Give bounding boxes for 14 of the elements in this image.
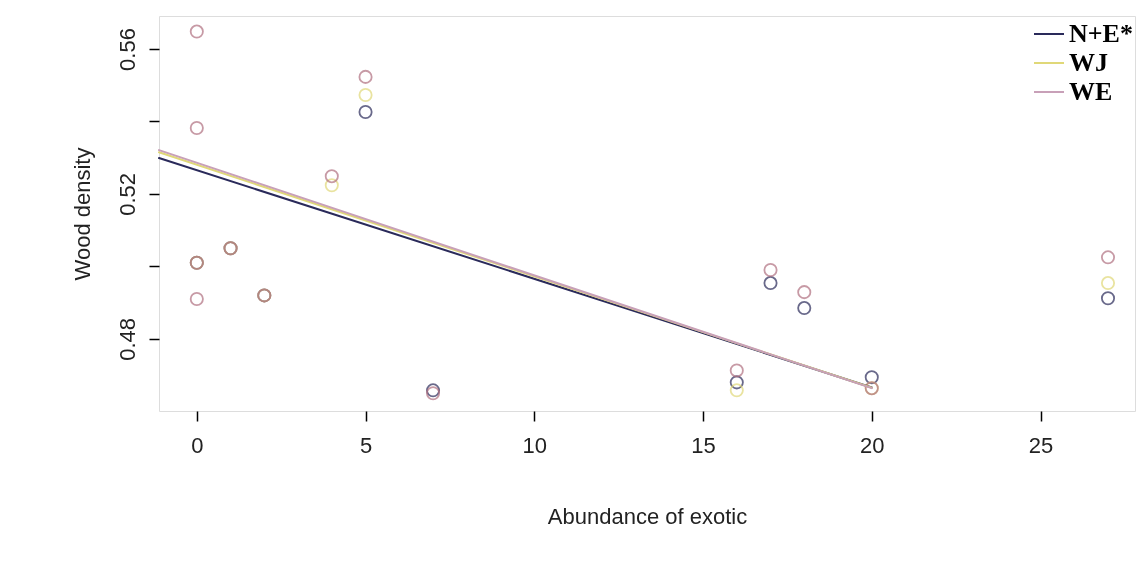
x-tick-label: 10	[522, 432, 548, 458]
x-tick-label: 25	[1028, 432, 1054, 458]
x-tick-label: 0	[191, 432, 204, 458]
x-tick-label: 5	[359, 432, 373, 458]
x-axis-title: Abundance of exotic	[547, 503, 748, 529]
legend-label: N+E*	[1069, 19, 1133, 48]
y-tick-label: 0.48	[114, 317, 140, 361]
y-tick-label: 0.52	[114, 173, 140, 216]
legend-label: WE	[1069, 77, 1113, 106]
y-tick-label: 0.56	[114, 28, 140, 71]
legend-label: WJ	[1069, 48, 1108, 77]
x-tick-label: 20	[860, 432, 885, 458]
x-tick-label: 15	[691, 432, 716, 458]
y-axis-title: Wood density	[69, 147, 95, 281]
